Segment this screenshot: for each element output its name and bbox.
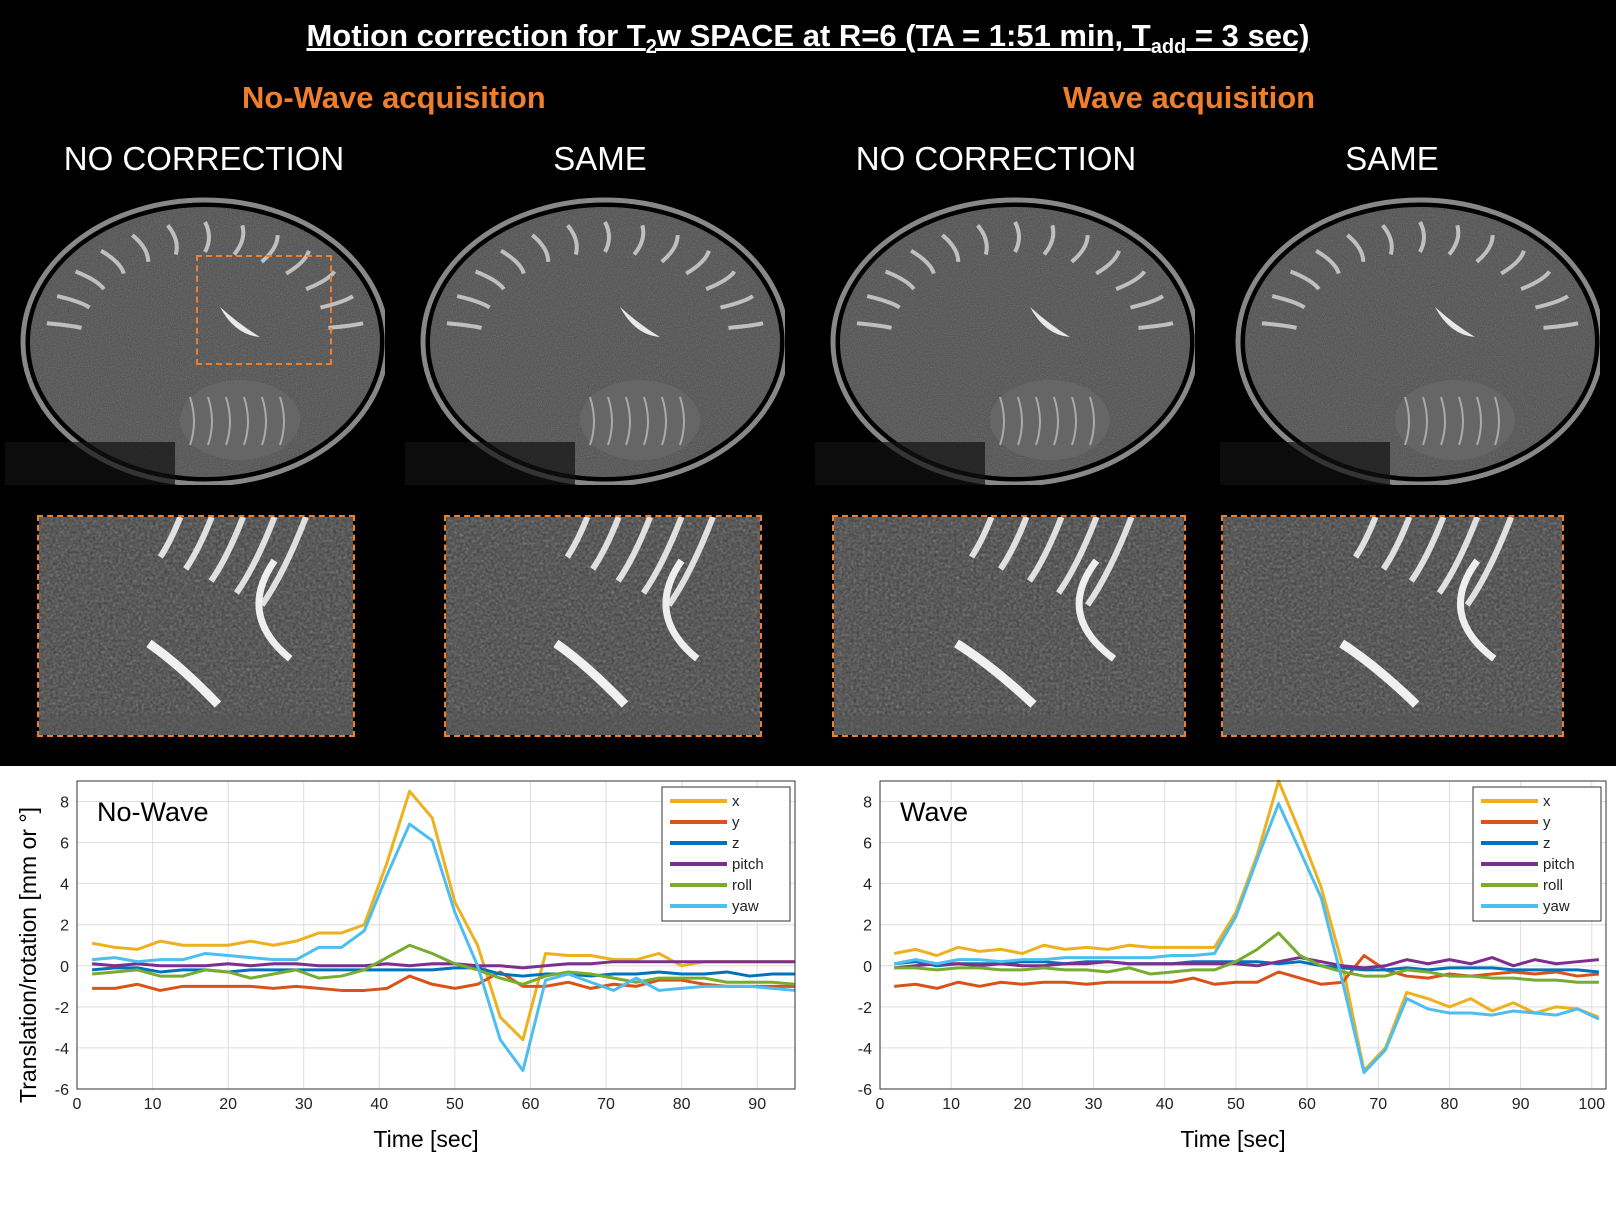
x-tick-label: 70 [597,1096,615,1113]
x-tick-label: 20 [219,1096,237,1113]
legend-label-yaw: yaw [732,898,759,915]
x-tick-label: 90 [1512,1096,1530,1113]
x-tick-label: 60 [522,1096,540,1113]
mri-image-nowave-nocorrection [5,192,385,485]
series-line-yaw [893,802,1600,1075]
y-tick-label: 8 [863,795,872,812]
legend-label-x: x [1543,793,1551,810]
motion-chart-wave: 0 10 20 30 40 50 60 70 80 90 100 -6 -4 -2 0 2 4 6 8 Wave xyz… [858,779,1607,1152]
x-tick-label: 80 [673,1096,691,1113]
legend-label-roll: roll [732,877,752,894]
y-tick-label: -2 [55,1000,69,1017]
y-tick-label: 4 [863,877,872,894]
mri-image-wave-nocorrection [815,192,1195,485]
legend-label-y: y [732,814,740,831]
legend-label-x: x [732,793,740,810]
x-tick-label: 10 [144,1096,162,1113]
y-tick-label: 0 [863,959,872,976]
series-line-y [894,954,1600,990]
group-label-wave: Wave acquisition [1063,80,1316,115]
series-line-pitch [91,960,795,970]
x-tick-label: 60 [1298,1096,1316,1113]
zoom-crop-wave-same [1221,515,1564,737]
legend-label-z: z [732,835,740,852]
mri-image-wave-same [1220,192,1600,485]
mri-zoom [446,517,760,735]
legend-label-roll: roll [1543,877,1563,894]
series-line-yaw [91,822,796,1073]
figure-title: Motion correction for T2w SPACE at R=6 (… [306,18,1310,59]
column-label-nowave-same: SAME [553,140,647,177]
y-tick-label: 4 [60,877,69,894]
legend-label-yaw: yaw [1543,898,1570,915]
x-tick-label: 40 [370,1096,388,1113]
column-label-wave-same: SAME [1345,140,1439,177]
y-tick-label: -6 [55,1082,69,1099]
x-axis-label: Time [sec] [373,1126,478,1152]
mri-slice [815,192,1195,485]
y-tick-label: -4 [858,1041,872,1058]
x-axis-label: Time [sec] [1180,1126,1285,1152]
mri-slice [405,192,785,485]
legend-label-pitch: pitch [732,856,764,873]
series-line-roll [91,943,796,986]
legend: xyz pitch roll yaw [1472,786,1602,922]
group-label-nowave: No-Wave acquisition [242,80,546,115]
series-line-roll [894,931,1599,984]
y-tick-label: 6 [863,836,872,853]
zoom-crop-nowave-nocorrection [37,515,355,737]
y-tick-label: -4 [55,1041,69,1058]
y-tick-label: -2 [858,1000,872,1017]
x-tick-label: 40 [1156,1096,1174,1113]
series-line-y [92,970,795,992]
column-label-wave-nocorrection: NO CORRECTION [855,140,1137,177]
zoom-crop-wave-nocorrection [832,515,1186,737]
motion-chart-nowave: 0 10 20 30 40 50 60 70 80 90 -6 -4 -2 0 2 4 6 8 No-Wave xyz… [15,780,796,1152]
y-tick-label: 8 [60,795,69,812]
x-tick-label: 0 [876,1096,885,1113]
mri-zoom [834,517,1184,735]
legend-label-z: z [1543,835,1551,852]
y-axis-label: Translation/rotation [mm or °] [15,807,41,1103]
x-tick-label: 30 [1085,1096,1103,1113]
y-tick-label: 6 [60,836,69,853]
x-tick-label: 20 [1013,1096,1031,1113]
y-tick-label: 0 [60,959,69,976]
x-tick-label: 0 [73,1096,82,1113]
chart-annotation: No-Wave [97,797,209,827]
image-panel: Motion correction for T2w SPACE at R=6 (… [0,0,1616,766]
y-tick-label: 2 [60,918,69,935]
mri-zoom [1223,517,1562,735]
x-tick-label: 80 [1441,1096,1459,1113]
x-tick-label: 10 [942,1096,960,1113]
legend-label-y: y [1543,814,1551,831]
series-line-pitch [894,956,1600,970]
x-tick-label: 50 [1227,1096,1245,1113]
x-tick-label: 90 [748,1096,766,1113]
series-line-x [91,789,795,1042]
y-tick-label: -6 [858,1082,872,1099]
mri-slice [1220,192,1600,485]
legend: xyz pitch roll yaw [661,786,791,922]
chart-annotation: Wave [900,797,968,827]
y-tick-label: 2 [863,918,872,935]
column-label-nowave-nocorrection: NO CORRECTION [63,140,345,177]
zoom-crop-nowave-same [444,515,762,737]
x-tick-label: 30 [295,1096,313,1113]
roi-box [196,255,332,365]
x-tick-label: 100 [1578,1096,1605,1113]
series-line-z [894,960,1600,974]
mri-slice [5,192,385,485]
mri-zoom [39,517,353,735]
x-tick-label: 70 [1369,1096,1387,1113]
mri-image-nowave-same [405,192,785,485]
legend-label-pitch: pitch [1543,856,1575,873]
x-tick-label: 50 [446,1096,464,1113]
